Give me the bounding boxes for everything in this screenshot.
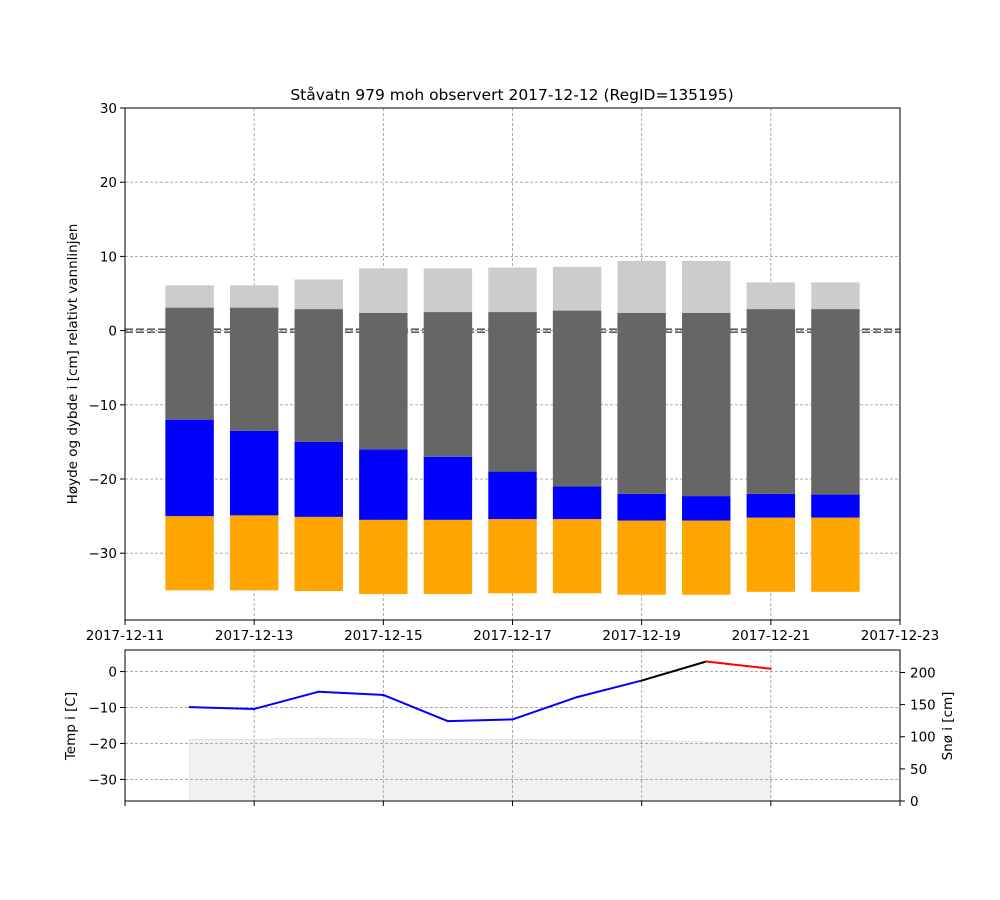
bar-segment: [617, 312, 666, 494]
bar-segment: [294, 309, 343, 442]
bar-segment: [229, 515, 279, 591]
bar-segment: [229, 285, 279, 308]
y-tick-label: 0: [108, 665, 117, 681]
bar-segment: [682, 496, 731, 521]
bar-segment: [165, 307, 214, 420]
bar-segment: [746, 517, 796, 592]
bar-segment: [617, 260, 666, 313]
bar-segment: [746, 493, 796, 518]
temp-axis-label: Temp i [C]: [63, 692, 79, 761]
bar-segment: [229, 307, 279, 431]
bar-segment: [617, 520, 666, 595]
bar-segment: [359, 312, 408, 450]
y-tick-label: −10: [89, 701, 118, 717]
bar-segment: [423, 312, 473, 457]
temp-tick-labels: 0 −10 −20 −30: [89, 665, 125, 788]
bar-segment: [359, 268, 408, 313]
bar-segment: [294, 279, 343, 310]
x-tick-label: 2017-12-17: [473, 628, 551, 644]
temperature-line: [188, 660, 772, 723]
bar-segment: [811, 282, 860, 310]
bar-segment: [811, 494, 860, 518]
bar-segment: [294, 441, 343, 517]
bar-segment: [423, 519, 473, 595]
x-tick-label: 2017-12-13: [215, 628, 293, 644]
bar-segment: [746, 282, 796, 310]
y-tick-label-right: 100: [910, 730, 936, 746]
bar-segment: [552, 486, 602, 520]
y-axis-label: Høyde og dybde i [cm] relativt vannlinje…: [65, 224, 81, 505]
y-tick-label: 10: [100, 249, 117, 265]
bar-layers: [165, 260, 860, 595]
bar-segment: [552, 266, 602, 311]
y-tick-label-right: 150: [910, 698, 936, 714]
bar-segment: [165, 285, 214, 308]
temperature-segment: [317, 690, 385, 696]
bar-segment: [359, 449, 408, 520]
snow-tick-labels: 200 150 100 50 0: [900, 665, 936, 810]
snow-axis-label: Snø i [cm]: [940, 692, 956, 761]
y-tick-label: −10: [89, 398, 118, 414]
temperature-segment: [446, 718, 514, 723]
bar-segment: [488, 519, 537, 594]
x-tick-label: 2017-12-23: [861, 628, 939, 644]
x-tick-label: 2017-12-19: [602, 628, 680, 644]
snow-depth-area: [189, 737, 772, 802]
bar-segment: [165, 419, 214, 517]
x-tick-labels: 2017-12-11 2017-12-13 2017-12-15 2017-12-17…: [86, 620, 939, 644]
bar-segment: [488, 267, 537, 313]
y-tick-label: 0: [108, 324, 117, 340]
y-tick-label-right: 50: [910, 762, 927, 778]
chart-title: Ståvatn 979 moh observert 2017-12-12 (Re…: [290, 86, 733, 104]
y-tick-labels: 30 20 10 0 −10 −20 −30: [89, 101, 125, 562]
temperature-segment: [640, 660, 708, 682]
temperature-segment: [511, 696, 579, 721]
y-tick-label: −30: [89, 546, 118, 562]
bar-segment: [165, 516, 214, 591]
x-ticks: [124, 801, 901, 806]
bar-segment: [682, 260, 731, 313]
y-tick-label: 30: [100, 101, 117, 117]
temperature-segment: [382, 693, 449, 723]
y-tick-label-right: 0: [910, 794, 919, 810]
grid-lines: [124, 650, 901, 801]
bar-segment: [746, 309, 796, 494]
temperature-segment: [253, 690, 320, 710]
y-tick-label-right: 200: [910, 665, 936, 681]
bar-segment: [617, 493, 666, 521]
temperature-segment: [576, 679, 643, 699]
x-tick-label: 2017-12-21: [732, 628, 810, 644]
bar-segment: [488, 471, 537, 520]
weather-chart: Temp i [C] Snø i [cm] 0 −10 −20 −30 200 150 1…: [63, 649, 956, 810]
y-tick-label: 20: [100, 175, 117, 191]
bar-segment: [359, 519, 408, 595]
bar-segment: [682, 520, 731, 595]
y-tick-label: −20: [89, 472, 118, 488]
bar-segment: [811, 309, 860, 495]
bar-segment: [294, 516, 343, 592]
snow-area: [189, 737, 772, 802]
bar-segment: [423, 456, 473, 520]
y-tick-label: −20: [89, 736, 118, 752]
bar-segment: [552, 519, 602, 594]
bar-segment: [682, 312, 731, 497]
bar-segment: [229, 430, 279, 516]
bar-segment: [488, 312, 537, 472]
x-tick-label: 2017-12-15: [344, 628, 422, 644]
x-tick-label: 2017-12-11: [86, 628, 164, 644]
bar-segment: [552, 310, 602, 487]
y-tick-label: −30: [89, 772, 118, 788]
bar-segment: [811, 517, 860, 592]
ice-profile-chart: Ståvatn 979 moh observert 2017-12-12 (Re…: [65, 86, 939, 644]
temperature-segment: [188, 706, 256, 710]
bar-segment: [423, 268, 473, 313]
temperature-segment: [705, 660, 772, 670]
